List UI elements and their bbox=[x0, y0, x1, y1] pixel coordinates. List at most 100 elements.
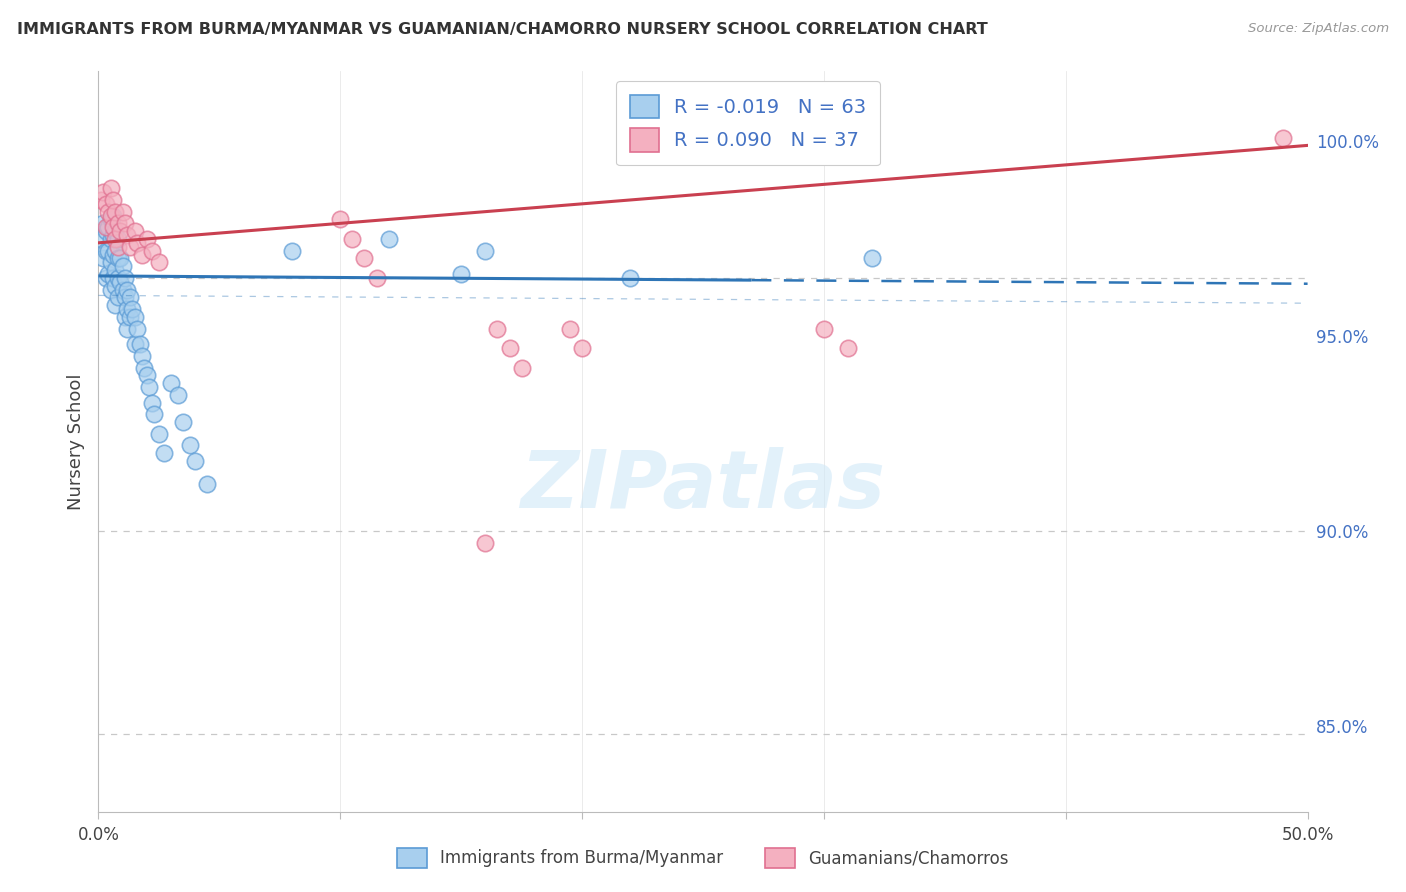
Point bbox=[94, 271, 117, 285]
Point bbox=[127, 321, 149, 335]
Point bbox=[107, 232, 129, 246]
Point bbox=[97, 220, 120, 235]
Point bbox=[91, 216, 114, 230]
Point bbox=[104, 224, 127, 238]
Point bbox=[474, 244, 496, 258]
Point bbox=[104, 232, 127, 246]
Point bbox=[114, 216, 136, 230]
Point bbox=[558, 321, 581, 335]
Point bbox=[94, 220, 117, 235]
Point bbox=[90, 232, 112, 246]
Point bbox=[486, 321, 509, 335]
Point bbox=[104, 263, 127, 277]
Point bbox=[118, 310, 141, 324]
Point bbox=[450, 267, 472, 281]
Point bbox=[179, 438, 201, 452]
Point bbox=[100, 209, 122, 223]
Point bbox=[101, 227, 124, 242]
Point bbox=[860, 252, 883, 266]
Point bbox=[97, 267, 120, 281]
Point bbox=[94, 224, 117, 238]
Point bbox=[128, 337, 150, 351]
Y-axis label: Nursery School: Nursery School bbox=[66, 373, 84, 510]
Point bbox=[571, 341, 593, 355]
Point bbox=[184, 454, 207, 468]
Point bbox=[108, 224, 131, 238]
Point bbox=[104, 278, 127, 293]
Point bbox=[124, 310, 146, 324]
Point bbox=[107, 240, 129, 254]
Point bbox=[101, 247, 124, 261]
Point bbox=[94, 197, 117, 211]
Point bbox=[813, 321, 835, 335]
Point bbox=[108, 275, 131, 289]
Point bbox=[131, 349, 153, 363]
Point bbox=[148, 426, 170, 441]
Point bbox=[135, 368, 157, 383]
Point bbox=[498, 341, 520, 355]
Point bbox=[135, 232, 157, 246]
Point bbox=[281, 244, 304, 258]
Text: Source: ZipAtlas.com: Source: ZipAtlas.com bbox=[1249, 22, 1389, 36]
Point bbox=[167, 388, 190, 402]
Point bbox=[100, 212, 122, 227]
Point bbox=[100, 232, 122, 246]
Point bbox=[366, 271, 388, 285]
Point bbox=[101, 193, 124, 207]
Point bbox=[837, 341, 859, 355]
Legend: Immigrants from Burma/Myanmar, Guamanians/Chamorros: Immigrants from Burma/Myanmar, Guamanian… bbox=[391, 841, 1015, 875]
Point bbox=[141, 244, 163, 258]
Point bbox=[377, 232, 399, 246]
Point bbox=[107, 216, 129, 230]
Point bbox=[143, 407, 166, 421]
Point bbox=[114, 271, 136, 285]
Point bbox=[100, 255, 122, 269]
Point bbox=[117, 227, 139, 242]
Point bbox=[111, 283, 134, 297]
Point bbox=[160, 376, 183, 390]
Point bbox=[342, 232, 364, 246]
Point bbox=[107, 252, 129, 266]
Point bbox=[510, 360, 533, 375]
Point bbox=[97, 244, 120, 258]
Point bbox=[121, 301, 143, 316]
Point bbox=[107, 271, 129, 285]
Point bbox=[141, 395, 163, 409]
Point bbox=[118, 290, 141, 304]
Point bbox=[104, 244, 127, 258]
Point bbox=[101, 220, 124, 235]
Point bbox=[94, 244, 117, 258]
Point bbox=[97, 204, 120, 219]
Point bbox=[148, 255, 170, 269]
Point bbox=[104, 298, 127, 312]
Point bbox=[353, 252, 375, 266]
Point bbox=[114, 310, 136, 324]
Point bbox=[329, 212, 352, 227]
Point bbox=[124, 337, 146, 351]
Text: ZIPatlas: ZIPatlas bbox=[520, 447, 886, 525]
Point bbox=[152, 446, 174, 460]
Point bbox=[127, 235, 149, 250]
Point bbox=[124, 224, 146, 238]
Point bbox=[101, 209, 124, 223]
Point bbox=[111, 259, 134, 273]
Point bbox=[90, 193, 112, 207]
Legend: R = -0.019   N = 63, R = 0.090   N = 37: R = -0.019 N = 63, R = 0.090 N = 37 bbox=[616, 81, 880, 166]
Point bbox=[100, 283, 122, 297]
Point bbox=[134, 360, 156, 375]
Point bbox=[107, 290, 129, 304]
Point bbox=[117, 301, 139, 316]
Point bbox=[104, 204, 127, 219]
Point bbox=[172, 415, 194, 429]
Point bbox=[138, 380, 160, 394]
Point bbox=[118, 240, 141, 254]
Point bbox=[101, 271, 124, 285]
Point bbox=[131, 247, 153, 261]
Point bbox=[117, 283, 139, 297]
Point bbox=[111, 204, 134, 219]
Text: IMMIGRANTS FROM BURMA/MYANMAR VS GUAMANIAN/CHAMORRO NURSERY SCHOOL CORRELATION C: IMMIGRANTS FROM BURMA/MYANMAR VS GUAMANI… bbox=[17, 22, 987, 37]
Point bbox=[91, 252, 114, 266]
Point bbox=[195, 477, 218, 491]
Point bbox=[619, 271, 641, 285]
Point bbox=[100, 181, 122, 195]
